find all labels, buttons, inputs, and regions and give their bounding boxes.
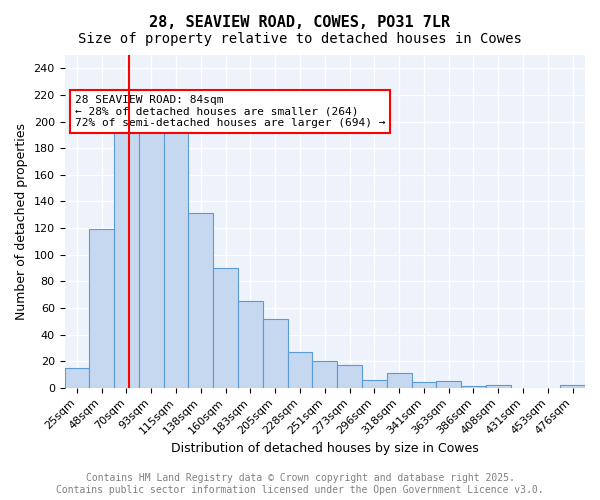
- Bar: [387, 373, 412, 388]
- Text: Contains HM Land Registry data © Crown copyright and database right 2025.
Contai: Contains HM Land Registry data © Crown c…: [56, 474, 544, 495]
- Text: Size of property relative to detached houses in Cowes: Size of property relative to detached ho…: [78, 32, 522, 46]
- Bar: [362, 380, 387, 388]
- Bar: [560, 385, 585, 388]
- Bar: [412, 382, 436, 388]
- Text: 28 SEAVIEW ROAD: 84sqm
← 28% of detached houses are smaller (264)
72% of semi-de: 28 SEAVIEW ROAD: 84sqm ← 28% of detached…: [75, 95, 385, 128]
- Bar: [486, 385, 511, 388]
- X-axis label: Distribution of detached houses by size in Cowes: Distribution of detached houses by size …: [171, 442, 479, 455]
- Bar: [188, 214, 213, 388]
- Bar: [139, 119, 164, 388]
- Bar: [337, 365, 362, 388]
- Y-axis label: Number of detached properties: Number of detached properties: [15, 123, 28, 320]
- Text: 28, SEAVIEW ROAD, COWES, PO31 7LR: 28, SEAVIEW ROAD, COWES, PO31 7LR: [149, 15, 451, 30]
- Bar: [238, 301, 263, 388]
- Bar: [263, 318, 287, 388]
- Bar: [164, 127, 188, 388]
- Bar: [65, 368, 89, 388]
- Bar: [287, 352, 313, 388]
- Bar: [436, 381, 461, 388]
- Bar: [114, 119, 139, 388]
- Bar: [89, 230, 114, 388]
- Bar: [461, 386, 486, 388]
- Bar: [313, 361, 337, 388]
- Bar: [213, 268, 238, 388]
